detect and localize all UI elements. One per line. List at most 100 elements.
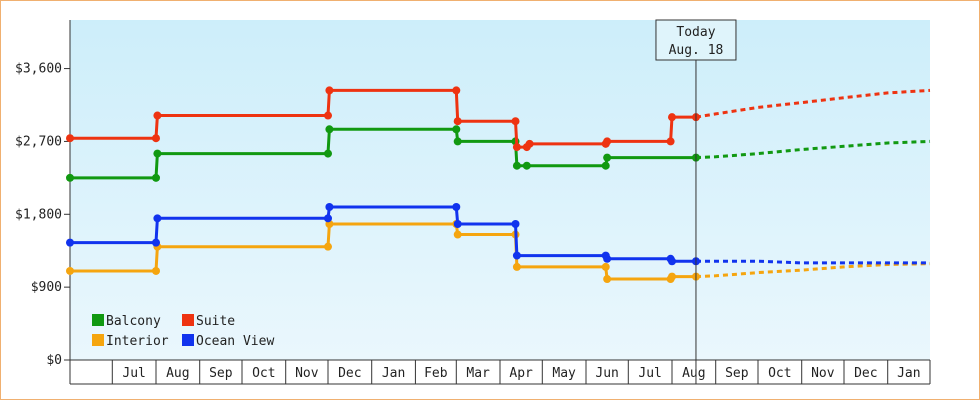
legend-label: Interior — [106, 334, 169, 349]
legend-label: Suite — [196, 314, 235, 329]
data-point — [666, 137, 675, 146]
legend-swatch — [182, 334, 194, 346]
data-point — [325, 203, 334, 211]
data-point — [452, 203, 461, 211]
y-axis-ticks: $0 $900 $1,800 $2,700 $3,600 — [15, 62, 70, 368]
x-tick-label: May — [552, 366, 576, 381]
data-point — [325, 86, 334, 95]
y-tick-label: $3,600 — [15, 62, 62, 77]
data-point — [512, 262, 521, 271]
x-tick-label: Jan — [382, 366, 405, 381]
y-tick-label: $0 — [46, 353, 62, 368]
data-point — [668, 272, 676, 281]
data-point — [324, 111, 332, 120]
data-point — [152, 238, 160, 247]
x-tick-label: Oct — [768, 366, 791, 381]
data-point — [66, 238, 74, 247]
legend-item: Suite — [182, 314, 235, 329]
legend-swatch — [92, 314, 104, 326]
x-tick-label: Aug — [166, 366, 189, 381]
data-point — [453, 230, 462, 239]
data-point — [152, 266, 160, 275]
today-label-line2: Aug. 18 — [669, 43, 724, 58]
data-point — [668, 113, 676, 122]
data-point — [453, 117, 462, 126]
x-tick-label: Jan — [897, 366, 920, 381]
x-tick-label: Apr — [509, 366, 533, 381]
y-tick-label: $2,700 — [15, 134, 62, 149]
data-point — [152, 134, 160, 143]
today-marker: Today Aug. 18 — [655, 19, 737, 384]
data-point — [153, 149, 162, 158]
data-point — [325, 125, 334, 134]
legend: Balcony Suite Interior Ocean View — [92, 314, 274, 349]
data-point — [512, 161, 521, 170]
data-point — [153, 214, 162, 223]
data-point — [324, 242, 332, 251]
data-point — [668, 257, 676, 266]
data-point — [152, 173, 160, 182]
legend-item: Ocean View — [182, 334, 274, 349]
data-point — [324, 214, 332, 223]
data-point — [511, 117, 520, 126]
forecast-line — [695, 262, 931, 279]
legend-label: Balcony — [106, 314, 161, 329]
series-interior — [66, 220, 931, 284]
data-point — [603, 153, 612, 162]
data-point — [66, 173, 74, 182]
x-tick-label: Aug — [682, 366, 705, 381]
series-ocean-view — [66, 203, 930, 266]
x-tick-label: Feb — [424, 366, 448, 381]
data-point — [452, 125, 461, 134]
plot-area — [70, 20, 930, 360]
series-line — [70, 205, 696, 263]
data-point — [522, 161, 531, 170]
y-tick-label: $900 — [31, 280, 62, 295]
data-point — [453, 220, 462, 228]
x-tick-label: Mar — [466, 366, 490, 381]
series-suite — [66, 86, 931, 152]
forecast-line — [695, 88, 931, 119]
data-point — [525, 139, 534, 148]
data-point — [601, 161, 610, 170]
legend-label: Ocean View — [196, 334, 274, 349]
legend-item: Balcony — [92, 314, 161, 329]
legend-swatch — [92, 334, 104, 346]
legend-item: Interior — [92, 334, 169, 349]
data-point — [452, 86, 461, 95]
x-tick-label: Dec — [854, 366, 877, 381]
x-tick-label: Nov — [295, 366, 319, 381]
today-label-box — [655, 19, 737, 61]
data-point — [601, 262, 610, 271]
data-point — [324, 149, 332, 158]
data-point — [512, 143, 521, 152]
series-line — [70, 222, 696, 281]
data-point — [153, 111, 162, 120]
series-balcony — [66, 125, 931, 182]
data-point — [453, 137, 462, 146]
data-point — [603, 254, 612, 263]
forecast-line — [696, 259, 930, 265]
x-tick-label: Jul — [638, 366, 661, 381]
today-label-line1: Today — [676, 25, 715, 40]
forecast-line — [695, 139, 931, 160]
data-point — [603, 275, 612, 284]
y-tick-label: $1,800 — [15, 207, 62, 222]
x-tick-label: Dec — [338, 366, 361, 381]
x-tick-label: Sep — [725, 366, 749, 381]
x-axis-ticks: Jul Aug Sep Oct Nov Dec Jan Feb Mar Apr May Jun Jul A… — [111, 360, 921, 384]
data-point — [603, 137, 612, 146]
data-point — [512, 251, 521, 260]
data-point — [66, 266, 74, 275]
x-tick-label: Sep — [209, 366, 233, 381]
legend-swatch — [182, 314, 194, 326]
data-point — [511, 220, 520, 228]
series-layer — [66, 86, 931, 284]
x-tick-label: Jul — [122, 366, 145, 381]
x-tick-label: Oct — [252, 366, 275, 381]
x-tick-label: Jun — [595, 366, 618, 381]
series-line — [70, 88, 696, 149]
data-point — [66, 134, 74, 143]
x-tick-label: Nov — [811, 366, 835, 381]
